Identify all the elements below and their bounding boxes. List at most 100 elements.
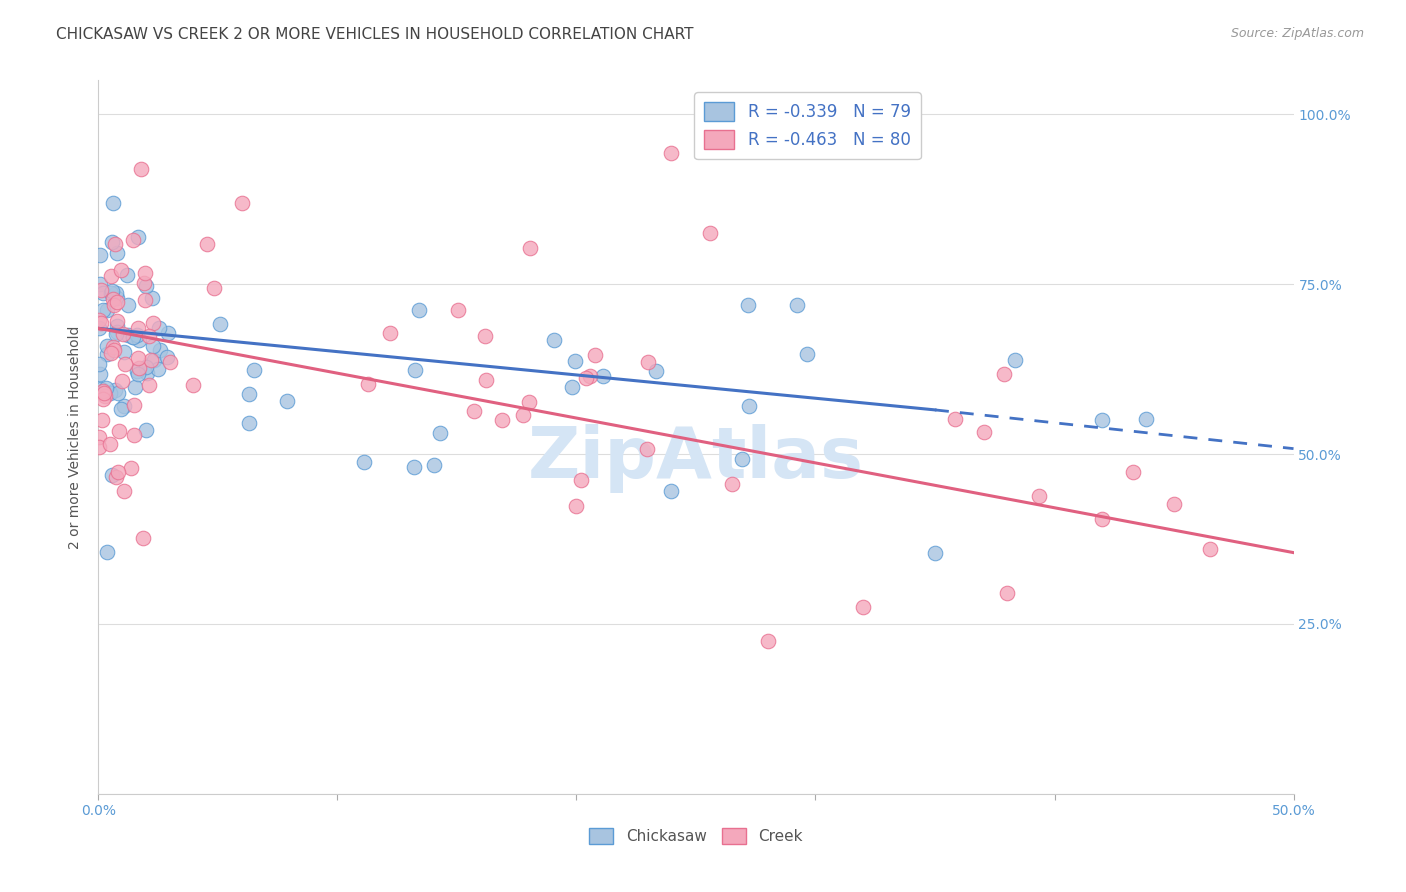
Point (569, 474, 592, 488)
Point (756, 634, 779, 648)
Point (100, 286, 122, 301)
Point (117, 268, 139, 283)
Point (127, 230, 149, 244)
Point (104, 383, 127, 397)
Point (103, 343, 125, 357)
Point (101, 341, 124, 355)
Point (108, 424, 131, 438)
Point (637, 355, 659, 369)
Point (96, 303, 118, 318)
Point (353, 455, 375, 469)
Point (924, 546, 946, 560)
Point (1091, 511, 1114, 525)
Point (1199, 542, 1222, 557)
Point (111, 374, 134, 388)
Point (127, 367, 149, 381)
Point (128, 361, 150, 376)
Point (737, 298, 759, 312)
Point (134, 293, 156, 308)
Point (139, 353, 162, 368)
Point (447, 302, 470, 317)
Point (105, 314, 128, 328)
Point (105, 291, 128, 305)
Point (543, 334, 565, 348)
Point (578, 368, 600, 383)
Point (993, 368, 1015, 382)
Point (517, 395, 540, 409)
Point (943, 411, 966, 425)
Point (89, 248, 111, 262)
Point (786, 298, 808, 312)
Point (103, 298, 125, 312)
Point (135, 278, 157, 293)
Point (110, 402, 132, 417)
Point (100, 346, 122, 360)
Point (276, 394, 298, 409)
Point (636, 442, 658, 456)
Point (731, 452, 754, 467)
Point (124, 380, 146, 394)
Legend: Chickasaw, Creek: Chickasaw, Creek (583, 822, 808, 850)
Point (149, 343, 172, 358)
Point (699, 226, 721, 240)
Point (89, 321, 111, 335)
Point (121, 330, 143, 344)
Point (208, 318, 231, 332)
Point (107, 465, 129, 479)
Point (128, 333, 150, 347)
Point (114, 358, 136, 372)
Point (1028, 489, 1050, 503)
Point (107, 386, 129, 401)
Point (659, 145, 682, 160)
Point (583, 348, 606, 362)
Point (519, 241, 541, 255)
Point (138, 377, 160, 392)
Point (96, 339, 118, 353)
Point (592, 368, 614, 383)
Point (491, 413, 513, 427)
Point (100, 235, 122, 250)
Point (111, 326, 134, 341)
Point (132, 531, 155, 545)
Point (104, 237, 127, 252)
Point (565, 499, 588, 513)
Point (100, 467, 122, 482)
Point (659, 484, 682, 499)
Point (195, 236, 218, 251)
Point (107, 295, 129, 310)
Point (117, 327, 139, 342)
Point (231, 195, 253, 210)
Point (181, 377, 204, 392)
Point (1163, 497, 1185, 511)
Point (105, 318, 128, 333)
Point (112, 484, 135, 499)
Point (96, 381, 118, 395)
Point (91, 302, 114, 317)
Point (117, 298, 139, 312)
Point (238, 416, 260, 430)
Point (796, 347, 818, 361)
Point (121, 330, 143, 344)
Point (423, 458, 446, 472)
Point (138, 329, 160, 343)
Point (429, 426, 451, 441)
Point (96, 545, 118, 559)
Point (852, 599, 875, 614)
Point (356, 377, 378, 392)
Point (89, 367, 111, 381)
Point (141, 291, 163, 305)
Point (1135, 412, 1157, 426)
Point (122, 428, 145, 442)
Point (644, 364, 666, 378)
Point (738, 399, 761, 413)
Point (90, 382, 112, 396)
Point (159, 355, 181, 369)
Point (125, 364, 148, 378)
Point (408, 303, 430, 318)
Point (157, 326, 180, 341)
Point (112, 399, 135, 413)
Point (463, 403, 485, 417)
Point (474, 329, 496, 343)
Point (124, 398, 146, 412)
Point (105, 470, 128, 484)
